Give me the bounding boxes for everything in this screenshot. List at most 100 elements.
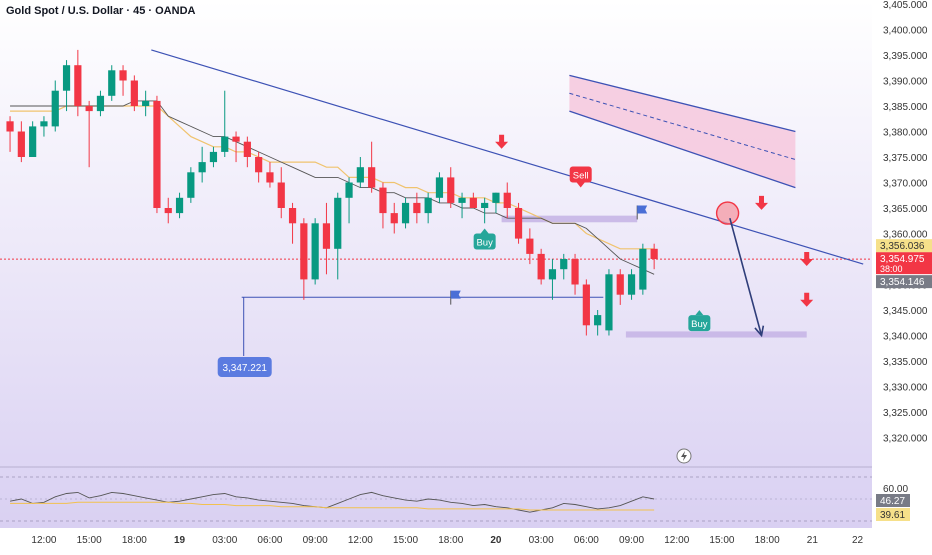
buy-label: Buy [691,319,708,330]
candle-down [277,182,285,208]
candle-up [435,177,444,198]
x-tick-label: 09:00 [303,535,328,546]
y-tick-label: 3,385.000 [883,102,928,113]
x-tick-label: 15:00 [393,535,418,546]
candle-up [481,202,489,208]
x-tick-label: 15:00 [709,535,734,546]
down-arrow-icon [755,195,768,210]
buy-label-pointer [480,228,489,234]
measure-label: 3,347.221 [222,363,267,374]
y-tick-label: 3,330.000 [883,383,928,394]
y-tick-label: 3,365.000 [883,204,928,215]
buy-label-pointer [695,310,704,316]
candle-down [322,223,331,249]
candle-up [51,90,59,127]
y-tick-label: 3,320.000 [883,434,928,445]
x-tick-label: 22 [852,535,864,546]
candle-down [413,202,421,214]
sell-label-pointer [576,182,585,188]
descending-trendline [151,49,864,265]
candle-up [627,274,636,295]
candle-down [503,192,511,208]
channel-upper-line [569,74,796,133]
y-tick-label: 3,390.000 [883,77,928,88]
candle-down [119,70,127,81]
buy-label: Buy [476,238,493,249]
y-tick-label: 3,345.000 [883,306,928,317]
candle-up [401,202,410,224]
candle-down [526,238,534,254]
y-tick-label: 3,375.000 [883,153,928,164]
rsi-line [9,491,655,513]
ma-gray-price-label-bg [876,275,932,289]
current-price-label-bg [876,252,932,275]
candle-up [594,315,602,326]
candle-up [424,197,432,214]
ma-yellow-price-label: 3,356.036 [880,241,925,252]
candle-up [198,162,206,173]
candle-down [379,187,387,214]
current-price-label: 3,354.975 [880,254,925,265]
channel-fill [569,75,796,188]
candle-up [108,70,116,96]
candle-up [345,182,353,198]
support-zone [625,331,807,338]
channel-lower-line [569,110,796,189]
candle-up [458,197,466,203]
candle-up [187,172,195,198]
countdown-label: 38:00 [880,264,903,274]
y-tick-label: 3,325.000 [883,408,928,419]
candle-up [175,197,184,214]
ma-gray-price-label: 3,354.146 [880,277,925,288]
candle-up [62,65,71,91]
x-tick-label: 12:00 [348,535,373,546]
y-tick-label: 3,335.000 [883,357,928,368]
x-tick-label: 21 [807,535,819,546]
candle-up [639,248,647,290]
candle-down [650,248,658,259]
x-tick-label: 06:00 [574,535,599,546]
down-arrow-icon [495,134,509,149]
projection-arrow-head [754,325,765,338]
candle-down [153,100,161,208]
candle-up [221,136,229,152]
candle-up [29,126,37,157]
flag-icon [637,205,648,214]
time-axis-background [0,528,872,550]
y-tick-label: 3,405.000 [883,0,928,11]
ma-gray-line [10,100,655,275]
candle-down [300,223,308,280]
highlight-circle [715,201,740,225]
x-tick-label: 18:00 [438,535,463,546]
channel-mid-line [569,92,796,161]
support-zone [501,215,638,223]
candle-down [232,136,240,142]
candle-down [616,274,624,295]
candle-down [582,284,590,326]
chart-background [0,0,872,528]
candle-down [6,121,14,132]
rsi-ma-value-label: 39.61 [880,510,905,521]
x-tick-label: 18:00 [122,535,147,546]
candle-down [243,141,251,157]
buy-label-bg [688,315,711,332]
y-tick-label: 3,340.000 [883,332,928,343]
candle-down [368,167,376,188]
down-arrow-icon [800,252,814,266]
rsi-value-bg [876,494,910,507]
rsi-value-label: 46.27 [880,496,905,507]
rsi-ma-value-bg [876,508,910,521]
ma-yellow-price-label-bg [876,239,932,253]
candle-down [514,208,523,239]
candle-up [209,151,218,163]
y-tick-label: 3,380.000 [883,128,928,139]
candle-down [266,172,274,183]
candle-up [356,167,364,183]
chart-title: Gold Spot / U.S. Dollar · 45 · OANDA [6,5,196,17]
candle-up [492,192,500,203]
candle-up [334,197,342,249]
price-axis-background [872,0,932,550]
candle-down [17,131,25,157]
